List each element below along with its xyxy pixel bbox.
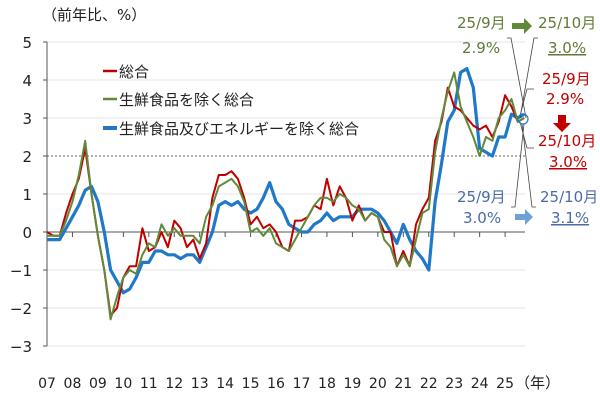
legend-total: 総合 [119,63,149,81]
x-tick-label: 10 [114,376,132,392]
x-tick-label: 08 [64,376,82,392]
green-from-label: 25/9月 [457,14,506,32]
red-from-value: 2.9% [546,90,584,108]
y-tick-label: 5 [22,34,32,52]
red-to-value: 3.0% [549,153,587,171]
x-tick-label: 14 [216,376,234,392]
leader-line [507,37,527,119]
legend: 総合 生鮮食品を除く総合 生鮮食品及びエネルギーを除く総合 [103,63,359,138]
y-tick-label: 4 [22,72,32,90]
leader-line [519,37,538,119]
x-tick-label: 16 [267,376,285,392]
red-to-label: 25/10月 [538,132,596,150]
y-tick-label: −2 [10,300,32,318]
green-from-value: 2.9% [462,39,500,57]
x-tick-label: 21 [394,376,412,392]
x-tick-label: 13 [191,376,209,392]
y-axis-label: （前年比、%） [42,6,146,24]
x-tick-label: 17 [293,376,311,392]
blue-to-value: 3.1% [551,209,589,227]
legend-corecore: 生鮮食品及びエネルギーを除く総合 [119,120,359,138]
x-tick-label: 15 [242,376,260,392]
blue-to-label: 25/10月 [540,188,598,206]
green-to-label: 25/10月 [538,14,596,32]
x-axis-label: （年） [515,374,560,392]
x-tick-label: 25 [496,376,514,392]
series-line-2 [47,66,526,295]
x-tick-label: 07 [38,376,56,392]
arrow-right-icon [512,18,532,34]
leader-line [511,123,525,208]
y-tick-label: 2 [22,148,32,166]
blue-from-label: 25/9月 [457,188,506,206]
arrow-right-icon [515,209,533,225]
arrow-down-icon [553,115,571,132]
x-tick-label: 11 [140,376,158,392]
leader-line [521,123,536,208]
y-tick-label: 3 [22,110,32,128]
x-tick-label: 19 [343,376,361,392]
x-tick-label: 12 [165,376,183,392]
x-tick-label: 09 [89,376,107,392]
x-tick-label: 18 [318,376,336,392]
x-tick-label: 23 [445,376,463,392]
red-from-label: 25/9月 [542,70,591,88]
annotations: 25/9月 2.9% 25/10月 3.0% 25/9月 2.9% 25/10月… [457,14,598,227]
leader-line [519,88,534,117]
y-tick-label: −1 [10,262,32,280]
y-tick-label: −3 [10,338,32,356]
series-line-1 [47,71,525,321]
legend-core: 生鮮食品を除く総合 [119,91,254,109]
highlight-circle [517,113,529,125]
x-tick-label: 22 [420,376,438,392]
blue-from-value: 3.0% [463,209,501,227]
y-tick-label: 0 [22,224,32,242]
leader-line [519,121,534,149]
green-to-value: 3.0% [548,39,586,57]
x-tick-label: 20 [369,376,387,392]
y-tick-label: 1 [22,186,32,204]
x-tick-label: 24 [471,376,489,392]
